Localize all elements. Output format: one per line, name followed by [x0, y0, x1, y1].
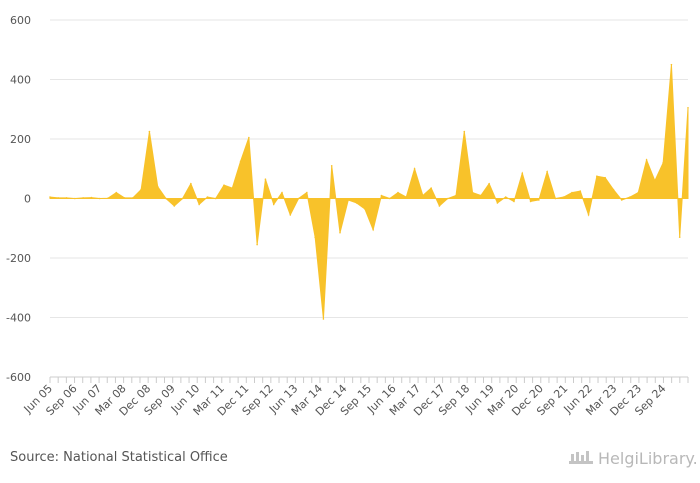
data-point — [678, 236, 681, 238]
data-point — [173, 205, 176, 207]
data-point — [140, 188, 142, 191]
data-point — [612, 188, 615, 191]
data-point — [620, 199, 623, 201]
data-point — [223, 184, 225, 186]
data-point — [272, 203, 275, 206]
data-point — [339, 231, 341, 234]
data-point — [629, 196, 631, 198]
data-point — [256, 243, 258, 246]
data-point — [670, 63, 673, 66]
data-point — [156, 185, 159, 188]
data-point — [74, 197, 76, 200]
data-point — [562, 196, 565, 198]
y-tick-label: 0 — [24, 193, 31, 206]
data-point — [654, 179, 656, 182]
data-points — [49, 63, 689, 320]
data-point — [355, 202, 358, 204]
data-point — [98, 197, 101, 200]
data-point — [297, 197, 300, 200]
data-point — [446, 197, 449, 200]
series-area — [49, 64, 689, 320]
data-point — [538, 199, 540, 201]
data-point — [488, 182, 490, 185]
y-axis-ticks: 600 400 200 0 -200 -400 -600 — [6, 14, 31, 384]
data-point — [364, 208, 366, 210]
data-point — [231, 187, 234, 189]
data-point — [306, 191, 308, 194]
data-point — [330, 164, 333, 167]
data-point — [645, 159, 648, 161]
data-point — [455, 194, 457, 197]
data-point — [529, 200, 532, 203]
data-point — [687, 106, 689, 109]
y-tick-label: -600 — [6, 371, 31, 384]
data-point — [107, 197, 109, 200]
data-point — [264, 178, 267, 180]
data-point — [513, 200, 515, 203]
y-tick-label: 200 — [10, 133, 31, 146]
data-point — [637, 191, 640, 194]
data-point — [430, 187, 432, 189]
data-point — [181, 197, 184, 200]
data-point — [90, 196, 93, 199]
data-point — [115, 191, 118, 194]
data-point — [314, 236, 316, 238]
data-point — [413, 167, 416, 170]
y-tick-label: -400 — [6, 312, 31, 325]
data-point — [405, 196, 408, 198]
data-point — [662, 162, 664, 164]
data-point — [132, 197, 134, 199]
data-point — [322, 318, 325, 320]
data-point — [480, 194, 482, 197]
data-point — [347, 199, 350, 201]
y-tick-label: 400 — [10, 74, 31, 87]
data-point — [546, 170, 548, 173]
brand-logo[interactable]: HelgiLibrary. — [568, 448, 698, 468]
data-point — [65, 197, 68, 199]
data-point — [496, 202, 499, 204]
data-point — [49, 196, 51, 198]
data-point — [372, 228, 374, 231]
library-icon — [569, 451, 593, 464]
brand-name: HelgiLibrary. — [598, 448, 698, 468]
data-point — [571, 191, 573, 194]
data-point — [165, 197, 167, 200]
data-point — [596, 175, 598, 177]
data-point — [148, 130, 151, 133]
data-point — [397, 191, 399, 194]
data-point — [57, 197, 60, 199]
data-point — [587, 214, 590, 216]
data-point — [579, 190, 582, 192]
data-point — [463, 130, 466, 133]
y-tick-label: 600 — [10, 14, 31, 27]
data-point — [289, 214, 292, 216]
data-point — [504, 196, 507, 198]
data-point — [471, 191, 474, 194]
data-point — [554, 197, 557, 200]
data-point — [380, 194, 383, 197]
data-point — [206, 196, 209, 198]
y-tick-label: -200 — [6, 252, 31, 265]
data-point — [190, 182, 192, 185]
data-point — [123, 197, 126, 199]
data-point — [239, 160, 242, 163]
data-point — [521, 172, 524, 175]
data-point — [281, 191, 283, 194]
data-point — [248, 136, 250, 139]
data-point — [604, 176, 606, 179]
data-point — [198, 203, 200, 206]
source-note: Source: National Statistical Office — [10, 450, 228, 465]
data-point — [388, 197, 391, 200]
data-point — [82, 197, 84, 199]
data-point — [422, 194, 424, 197]
data-point — [438, 205, 441, 207]
data-point — [214, 197, 217, 200]
